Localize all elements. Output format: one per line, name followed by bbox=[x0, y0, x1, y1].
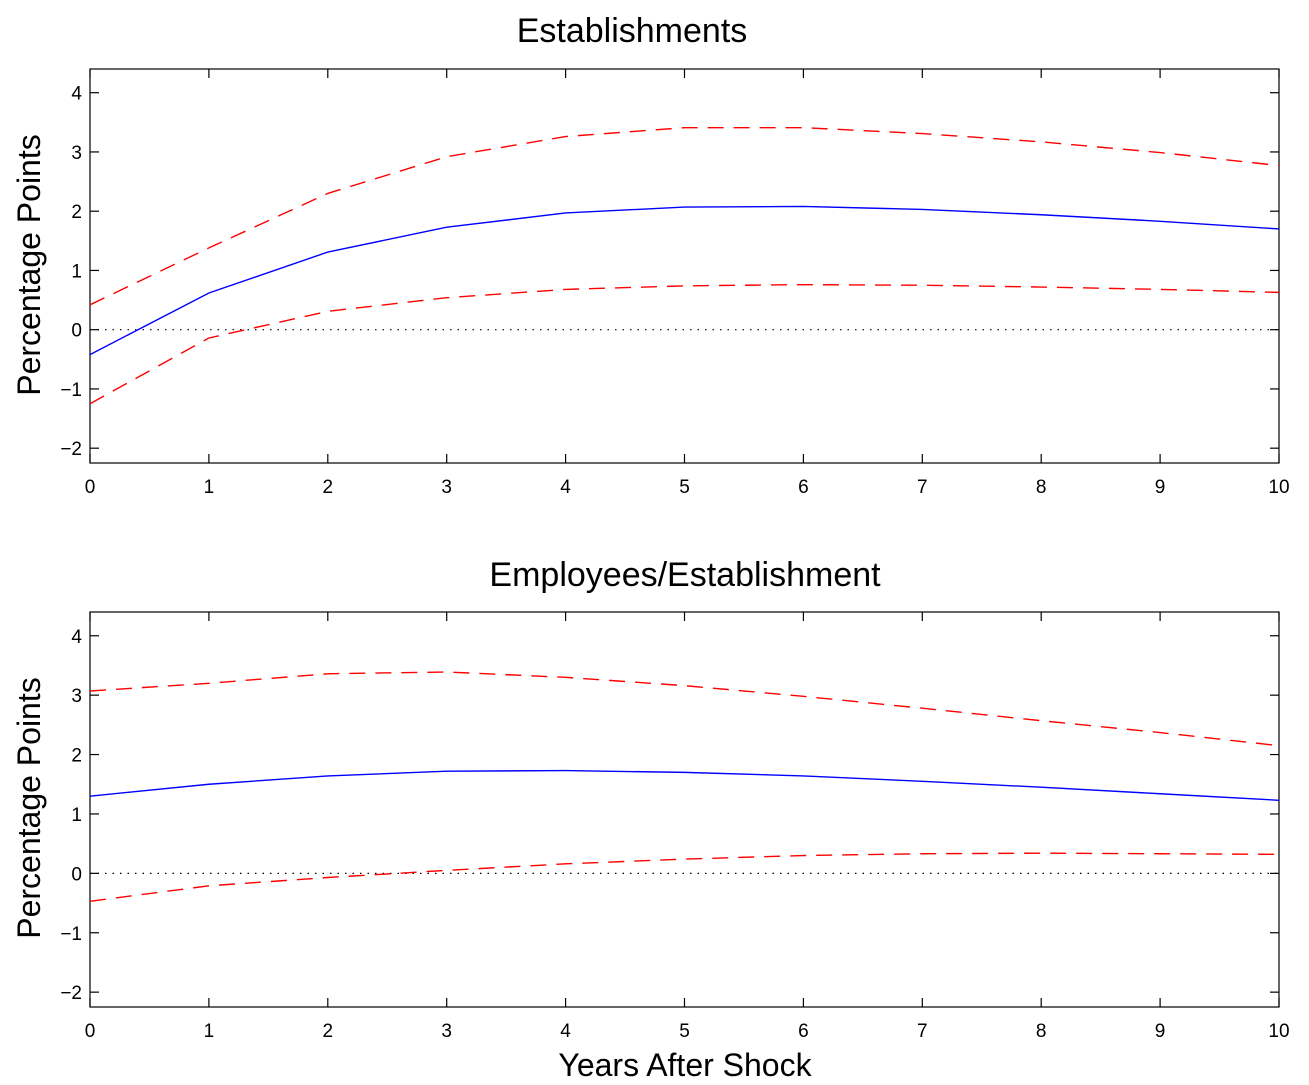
y-axis-label: Percentage Points bbox=[11, 134, 47, 396]
y-tick-label: 4 bbox=[71, 84, 82, 105]
y-tick-label: 1 bbox=[71, 261, 82, 282]
y-tick-label: 0 bbox=[71, 864, 82, 885]
axis-ticks: 0 1 2 3 4 5 6 7 8 9 10 −2 −1 0 1 2 3 4 bbox=[60, 69, 1290, 498]
data-lines bbox=[89, 126, 1280, 405]
x-tick-label: 1 bbox=[204, 477, 215, 498]
x-axis-label: Years After Shock bbox=[558, 1047, 812, 1083]
x-tick-label: 7 bbox=[917, 1021, 928, 1042]
y-tick-label: 2 bbox=[71, 746, 82, 767]
x-tick-label: 4 bbox=[560, 1021, 571, 1042]
x-tick-label: 4 bbox=[560, 477, 571, 498]
y-tick-label: −2 bbox=[60, 439, 82, 460]
y-tick-label: 3 bbox=[71, 143, 82, 164]
y-tick-label: −1 bbox=[60, 380, 82, 401]
x-tick-label: 2 bbox=[323, 477, 334, 498]
y-tick-label: 2 bbox=[71, 202, 82, 223]
x-tick-label: 10 bbox=[1268, 1021, 1289, 1042]
x-tick-label: 5 bbox=[679, 477, 690, 498]
data-lines bbox=[89, 671, 1280, 902]
axis-ticks: 0 1 2 3 4 5 6 7 8 9 10 −2 −1 0 1 2 3 4 bbox=[60, 612, 1290, 1042]
estimate-line bbox=[89, 769, 1280, 801]
y-tick-label: −2 bbox=[60, 983, 82, 1004]
chart-title: Establishments bbox=[517, 12, 748, 50]
confidence-lower-line bbox=[89, 852, 1280, 902]
x-tick-label: 8 bbox=[1036, 477, 1047, 498]
x-tick-label: 0 bbox=[85, 477, 96, 498]
x-tick-label: 9 bbox=[1155, 477, 1166, 498]
y-axis-label: Percentage Points bbox=[11, 677, 47, 939]
x-tick-label: 2 bbox=[323, 1021, 334, 1042]
x-tick-label: 3 bbox=[441, 1021, 452, 1042]
confidence-upper-line bbox=[89, 126, 1280, 306]
x-tick-label: 8 bbox=[1036, 1021, 1047, 1042]
panel-employees-per-establishment: Employees/Establishment Percentage Point… bbox=[11, 556, 1290, 1042]
chart-title: Employees/Establishment bbox=[489, 556, 881, 594]
confidence-lower-line bbox=[89, 283, 1280, 405]
estimate-line bbox=[89, 205, 1280, 356]
x-tick-label: 1 bbox=[204, 1021, 215, 1042]
y-tick-label: 4 bbox=[71, 627, 82, 648]
x-tick-label: 0 bbox=[85, 1021, 96, 1042]
confidence-upper-line bbox=[89, 671, 1280, 747]
x-tick-label: 9 bbox=[1155, 1021, 1166, 1042]
x-tick-label: 5 bbox=[679, 1021, 690, 1042]
y-tick-label: 1 bbox=[71, 805, 82, 826]
y-tick-label: 0 bbox=[71, 321, 82, 342]
x-tick-label: 10 bbox=[1268, 477, 1289, 498]
x-tick-label: 3 bbox=[441, 477, 452, 498]
plot-area bbox=[89, 611, 1280, 1008]
y-tick-label: −1 bbox=[60, 924, 82, 945]
x-tick-label: 6 bbox=[798, 477, 809, 498]
x-tick-label: 7 bbox=[917, 477, 928, 498]
panel-establishments: Establishments Percentage Points 0 1 2 3 4 5 6… bbox=[11, 12, 1290, 498]
x-tick-label: 6 bbox=[798, 1021, 809, 1042]
y-tick-label: 3 bbox=[71, 686, 82, 707]
